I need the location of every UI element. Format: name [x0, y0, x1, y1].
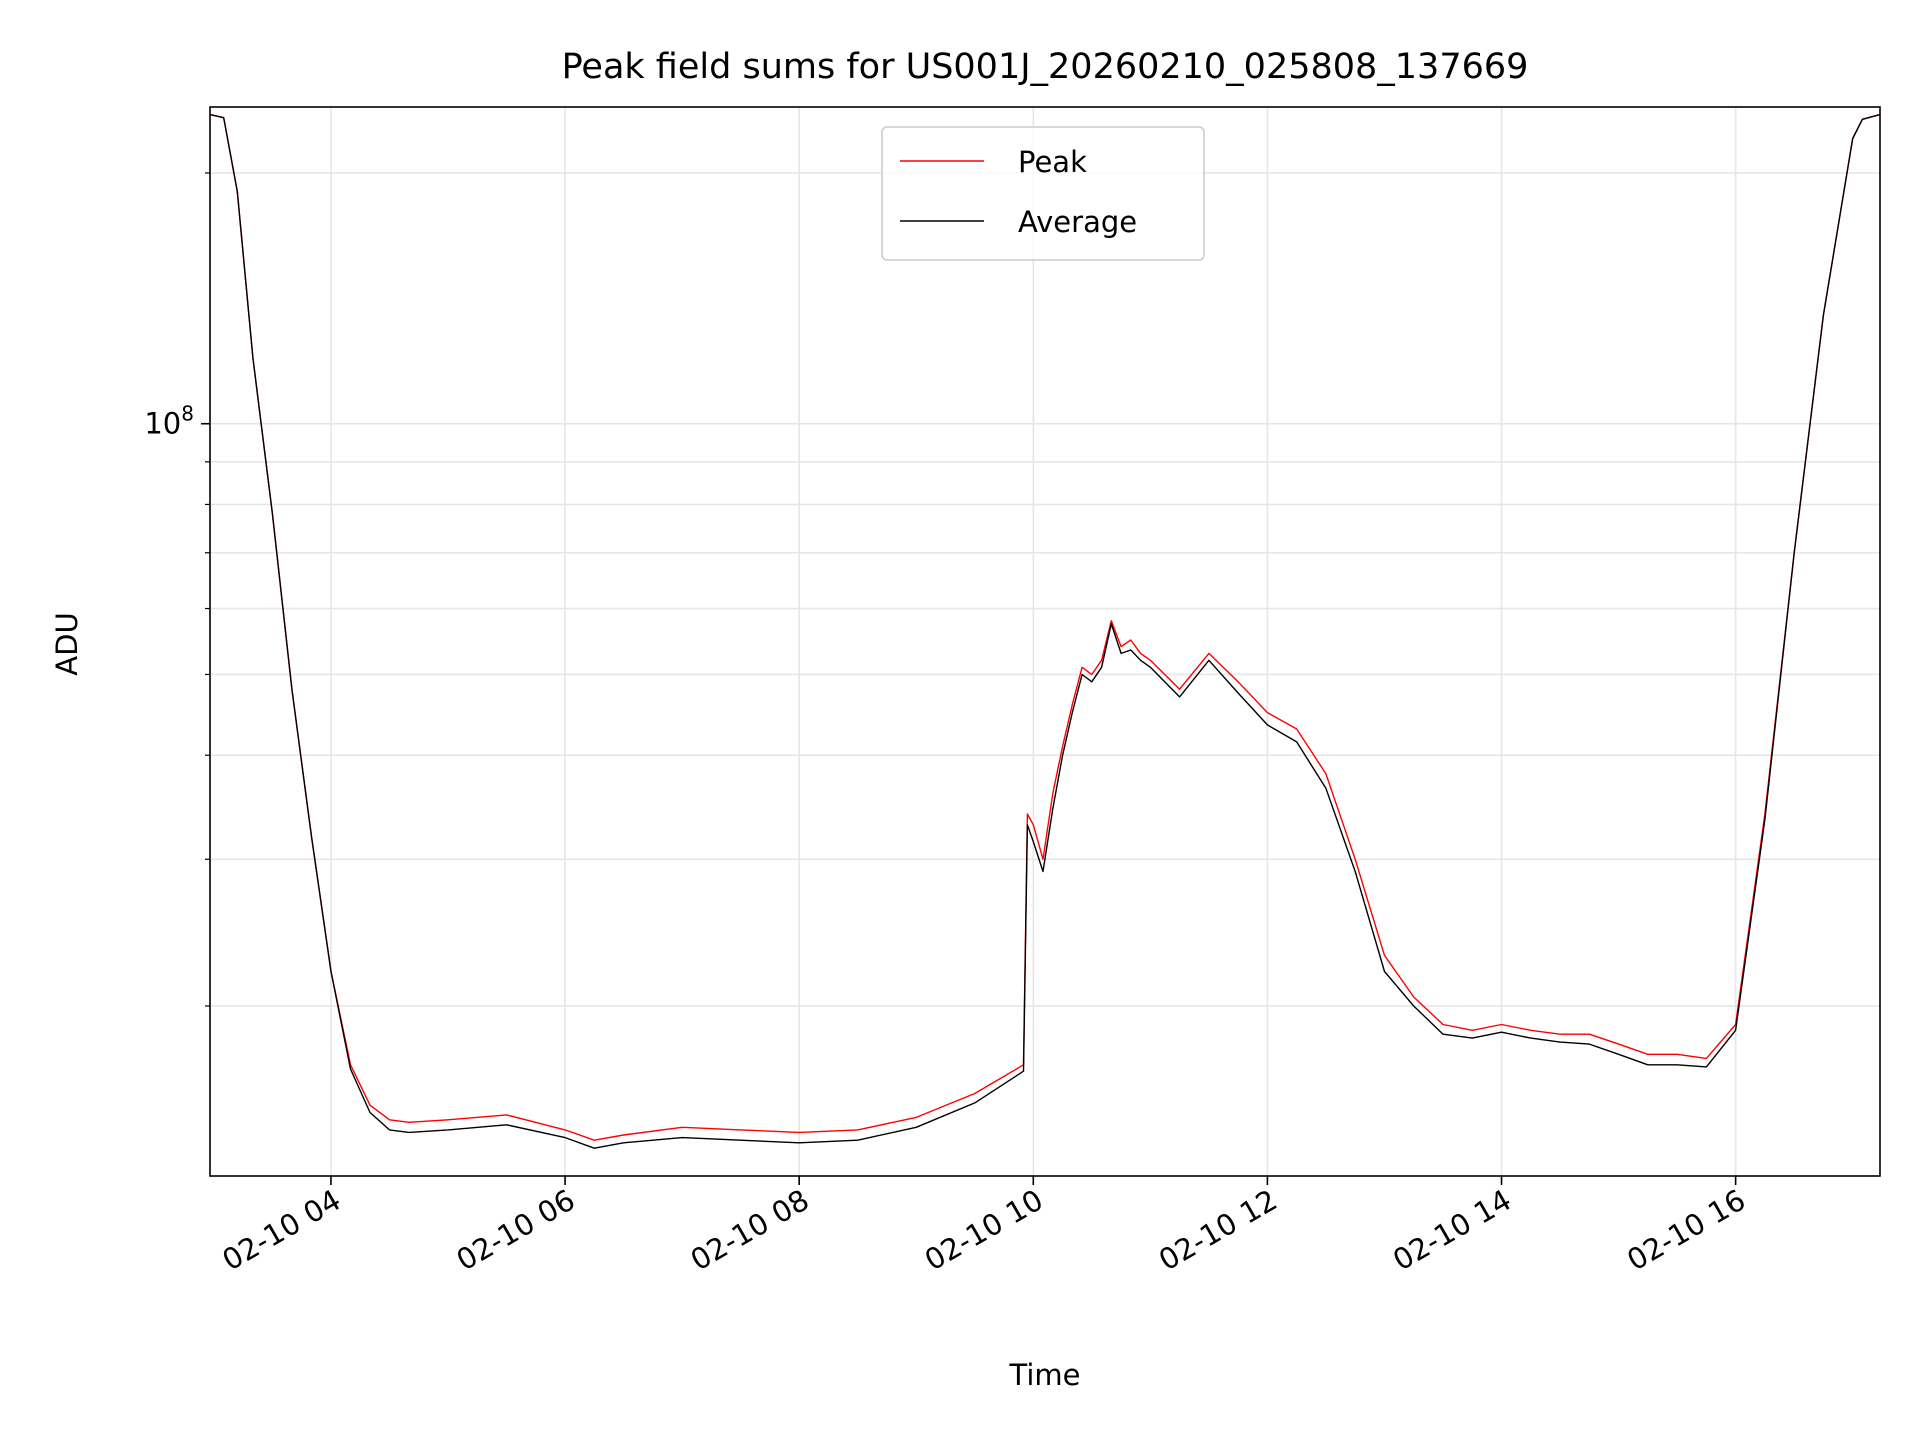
- series-layer: [209, 113, 1881, 1149]
- series-line-peak: [209, 113, 1881, 1141]
- grid: [210, 107, 1880, 1176]
- y-tick-label: 108: [144, 402, 194, 441]
- legend-label-peak: Peak: [1018, 145, 1087, 179]
- y-axis-label: ADU: [50, 612, 84, 675]
- legend-label-average: Average: [1018, 205, 1137, 239]
- series-line-average: [209, 113, 1881, 1149]
- plot-frame: [209, 106, 1881, 1177]
- x-axis-label: Time: [1009, 1358, 1081, 1392]
- legend: Peak Average: [881, 126, 1205, 261]
- chart-title: Peak field sums for US001J_20260210_0258…: [562, 47, 1529, 87]
- y-axis-ticks: 108: [144, 172, 210, 1007]
- legend-box: [881, 126, 1205, 261]
